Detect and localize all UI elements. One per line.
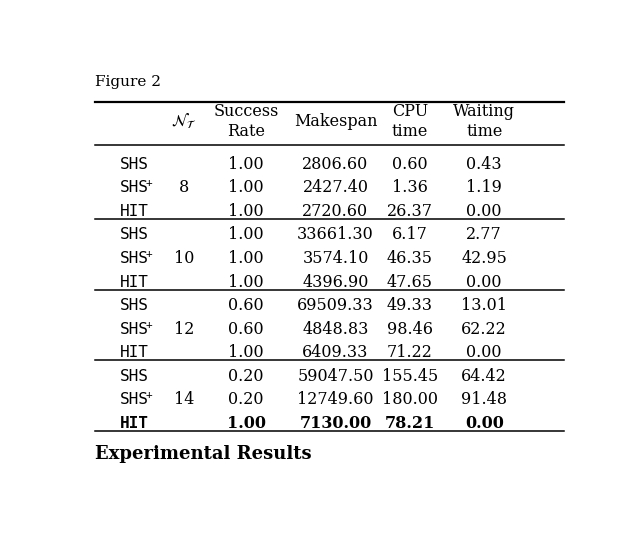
Text: 71.22: 71.22 [387,344,433,361]
Text: 1.00: 1.00 [227,415,266,431]
Text: 1.00: 1.00 [228,344,264,361]
Text: 6409.33: 6409.33 [302,344,369,361]
Text: +: + [146,390,153,400]
Text: 1.00: 1.00 [228,203,264,220]
Text: 0.00: 0.00 [467,203,502,220]
Text: 78.21: 78.21 [385,415,435,431]
Text: HIT: HIT [120,416,148,431]
Text: HIT: HIT [120,345,148,360]
Text: 0.60: 0.60 [392,156,428,173]
Text: Success
Rate: Success Rate [214,103,279,140]
Text: 0.00: 0.00 [467,273,502,291]
Text: 4396.90: 4396.90 [302,273,369,291]
Text: 7130.00: 7130.00 [300,415,372,431]
Text: 0.60: 0.60 [228,297,264,314]
Text: 0.00: 0.00 [465,415,504,431]
Text: 155.45: 155.45 [381,368,438,385]
Text: SHS: SHS [120,369,148,384]
Text: 98.46: 98.46 [387,321,433,338]
Text: +: + [146,319,153,330]
Text: 91.48: 91.48 [461,391,508,408]
Text: 1.00: 1.00 [228,273,264,291]
Text: SHS: SHS [120,322,148,337]
Text: SHS: SHS [120,298,148,313]
Text: Makespan: Makespan [294,113,377,130]
Text: 13.01: 13.01 [461,297,508,314]
Text: SHS: SHS [120,392,148,407]
Text: CPU
time: CPU time [392,103,428,140]
Text: 1.00: 1.00 [228,227,264,243]
Text: Figure 2: Figure 2 [95,75,161,88]
Text: 1.00: 1.00 [228,156,264,173]
Text: 2.77: 2.77 [467,227,502,243]
Text: HIT: HIT [120,274,148,289]
Text: 4848.83: 4848.83 [302,321,369,338]
Text: 42.95: 42.95 [461,250,507,267]
Text: 0.43: 0.43 [467,156,502,173]
Text: 69509.33: 69509.33 [297,297,374,314]
Text: SHS: SHS [120,251,148,266]
Text: 1.00: 1.00 [228,250,264,267]
Text: 59047.50: 59047.50 [297,368,374,385]
Text: 62.22: 62.22 [461,321,507,338]
Text: SHS: SHS [120,227,148,242]
Text: Waiting
time: Waiting time [453,103,515,140]
Text: 1.36: 1.36 [392,180,428,196]
Text: $\mathcal{N}_{\mathcal{T}}$: $\mathcal{N}_{\mathcal{T}}$ [172,111,197,131]
Text: Experimental Results: Experimental Results [95,445,312,463]
Text: SHS: SHS [120,157,148,172]
Text: 180.00: 180.00 [382,391,438,408]
Text: 10: 10 [174,250,195,267]
Text: +: + [146,249,153,259]
Text: 6.17: 6.17 [392,227,428,243]
Text: 12749.60: 12749.60 [297,391,374,408]
Text: 2806.60: 2806.60 [302,156,369,173]
Text: 0.60: 0.60 [228,321,264,338]
Text: 3574.10: 3574.10 [302,250,369,267]
Text: 0.20: 0.20 [228,391,264,408]
Text: 64.42: 64.42 [461,368,507,385]
Text: 0.00: 0.00 [467,344,502,361]
Text: 12: 12 [174,321,195,338]
Text: 8: 8 [179,180,189,196]
Text: 46.35: 46.35 [387,250,433,267]
Text: 0.20: 0.20 [228,368,264,385]
Text: 2720.60: 2720.60 [302,203,369,220]
Text: 49.33: 49.33 [387,297,433,314]
Text: 26.37: 26.37 [387,203,433,220]
Text: 14: 14 [174,391,195,408]
Text: +: + [146,178,153,188]
Text: 2427.40: 2427.40 [303,180,369,196]
Text: 33661.30: 33661.30 [297,227,374,243]
Text: HIT: HIT [120,204,148,219]
Text: 1.00: 1.00 [228,180,264,196]
Text: SHS: SHS [120,181,148,196]
Text: 1.19: 1.19 [467,180,502,196]
Text: 47.65: 47.65 [387,273,433,291]
